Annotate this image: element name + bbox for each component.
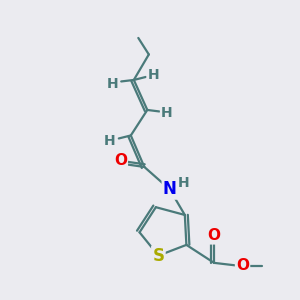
Text: S: S	[152, 247, 164, 265]
Text: H: H	[161, 106, 172, 120]
Text: H: H	[178, 176, 189, 190]
Text: O: O	[114, 154, 127, 169]
Text: H: H	[104, 134, 116, 148]
Text: H: H	[106, 77, 118, 92]
Text: N: N	[163, 181, 177, 199]
Text: O: O	[208, 228, 220, 243]
Text: H: H	[148, 68, 159, 83]
Text: O: O	[236, 258, 249, 273]
